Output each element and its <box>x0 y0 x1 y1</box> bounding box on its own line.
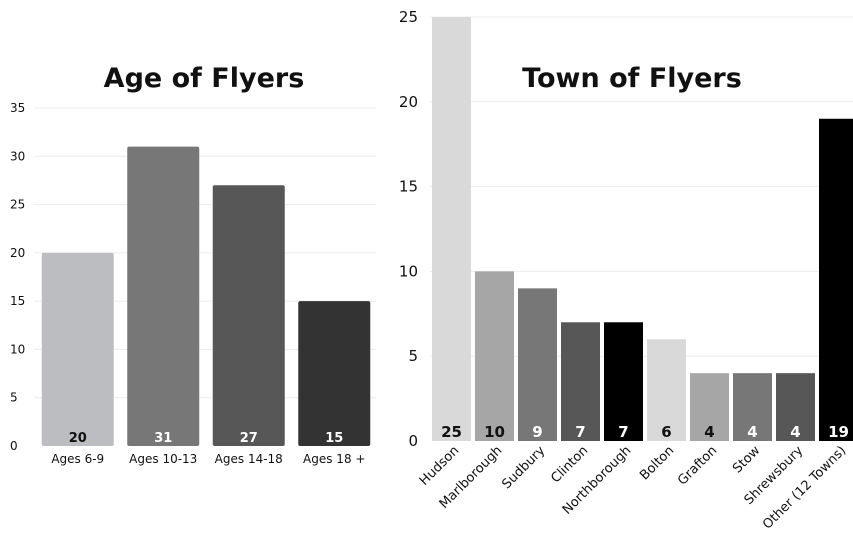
data-label: 7 <box>618 423 628 441</box>
bar <box>561 322 600 441</box>
y-tick-label: 10 <box>399 262 418 280</box>
x-tick-label: Ages 10-13 <box>129 452 197 466</box>
x-tick-label: Sudbury <box>499 443 548 492</box>
data-label: 15 <box>325 431 343 446</box>
data-label: 10 <box>484 423 505 441</box>
data-label: 19 <box>828 423 849 441</box>
age-of-flyers-chart: Age of Flyers 0 5 10 15 20 25 30 35 20 31 27 15 Ag… <box>10 63 376 466</box>
y-tick-label: 20 <box>10 246 25 260</box>
data-label: 4 <box>704 423 714 441</box>
y-tick-label: 0 <box>408 432 418 450</box>
y-tick-label: 15 <box>10 294 25 308</box>
bar <box>518 288 557 441</box>
bar <box>212 185 285 446</box>
bar <box>647 339 686 441</box>
data-label: 25 <box>441 423 462 441</box>
x-tick-label: Ages 14-18 <box>215 452 283 466</box>
bar <box>733 373 772 441</box>
data-label: 6 <box>661 423 671 441</box>
chart-title: Town of Flyers <box>522 63 742 94</box>
data-label: 27 <box>240 431 258 446</box>
y-tick-label: 5 <box>408 347 418 365</box>
x-tick-label: Stow <box>730 443 763 476</box>
data-label: 7 <box>575 423 585 441</box>
y-tick-label: 30 <box>10 149 25 163</box>
bar <box>432 17 471 441</box>
x-tick-label: Clinton <box>548 443 591 486</box>
bar <box>127 146 200 446</box>
x-tick-label: Grafton <box>675 443 720 488</box>
bar <box>776 373 815 441</box>
bar <box>475 271 514 441</box>
y-tick-label: 35 <box>10 101 25 115</box>
x-tick-label: Other (12 Towns) <box>760 443 849 532</box>
bar <box>819 118 853 441</box>
chart-title: Age of Flyers <box>104 63 305 94</box>
bar <box>604 322 643 441</box>
y-tick-label: 20 <box>399 93 418 111</box>
y-tick-label: 25 <box>10 198 25 212</box>
bar <box>690 373 729 441</box>
data-label: 4 <box>790 423 800 441</box>
y-tick-label: 10 <box>10 342 25 356</box>
data-label: 31 <box>154 431 172 446</box>
y-tick-label: 0 <box>10 439 18 453</box>
y-tick-label: 5 <box>10 391 18 405</box>
x-tick-label: Ages 6-9 <box>51 452 104 466</box>
data-label: 9 <box>532 423 542 441</box>
y-tick-label: 15 <box>399 178 418 196</box>
x-tick-label: Bolton <box>637 443 677 483</box>
bar <box>298 301 371 446</box>
y-tick-label: 25 <box>399 8 418 26</box>
bar <box>41 252 114 446</box>
data-label: 4 <box>747 423 757 441</box>
data-label: 20 <box>69 431 87 446</box>
x-tick-label: Ages 18 + <box>303 452 365 466</box>
